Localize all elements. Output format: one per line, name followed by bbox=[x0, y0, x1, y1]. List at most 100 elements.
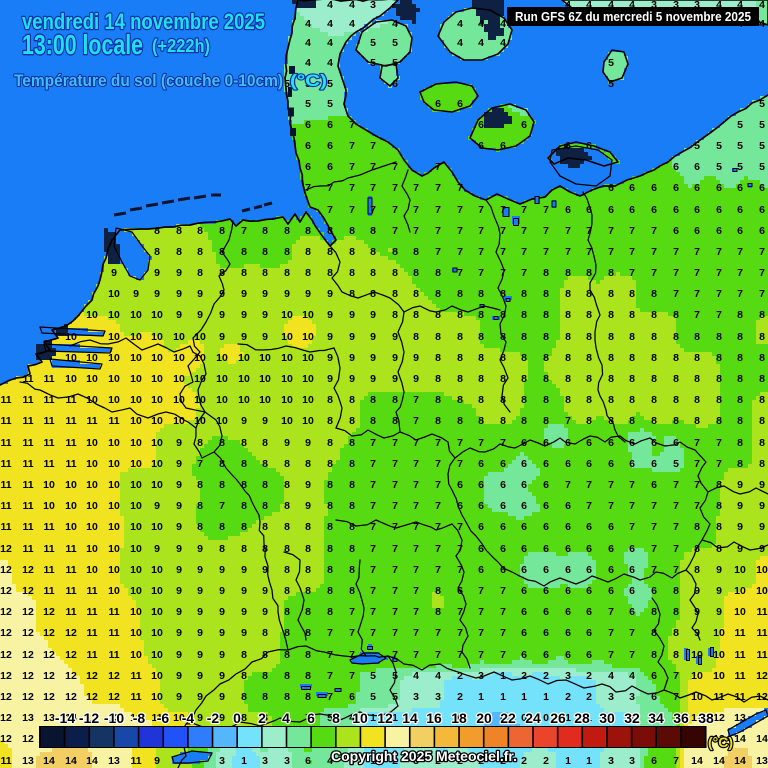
svg-text:2: 2 bbox=[435, 755, 441, 767]
svg-text:12: 12 bbox=[65, 649, 77, 661]
svg-text:2: 2 bbox=[392, 755, 398, 767]
svg-text:6: 6 bbox=[478, 479, 484, 491]
svg-text:3: 3 bbox=[673, 0, 679, 11]
svg-text:8: 8 bbox=[284, 670, 290, 682]
svg-text:10: 10 bbox=[108, 564, 120, 576]
svg-text:10: 10 bbox=[756, 585, 768, 597]
svg-text:7: 7 bbox=[392, 479, 398, 491]
svg-text:6: 6 bbox=[500, 140, 506, 152]
svg-text:6: 6 bbox=[586, 140, 592, 152]
svg-text:4: 4 bbox=[629, 0, 635, 11]
svg-text:13: 13 bbox=[22, 712, 34, 724]
svg-text:7: 7 bbox=[629, 479, 635, 491]
svg-text:8: 8 bbox=[327, 415, 333, 427]
svg-text:5: 5 bbox=[716, 161, 722, 173]
svg-text:5: 5 bbox=[284, 78, 290, 90]
svg-text:4: 4 bbox=[608, 0, 614, 11]
svg-text:7: 7 bbox=[651, 267, 657, 279]
svg-text:9: 9 bbox=[197, 543, 203, 555]
svg-text:8: 8 bbox=[349, 415, 355, 427]
svg-text:12: 12 bbox=[22, 585, 34, 597]
svg-text:7: 7 bbox=[694, 246, 700, 258]
svg-text:8: 8 bbox=[241, 246, 247, 258]
svg-text:8: 8 bbox=[586, 373, 592, 385]
svg-text:6: 6 bbox=[651, 670, 657, 682]
svg-text:7: 7 bbox=[500, 627, 506, 639]
svg-text:7: 7 bbox=[478, 267, 484, 279]
svg-text:13: 13 bbox=[43, 712, 55, 724]
svg-text:6: 6 bbox=[694, 182, 700, 194]
svg-text:9: 9 bbox=[176, 500, 182, 512]
svg-text:6: 6 bbox=[521, 437, 527, 449]
svg-text:1: 1 bbox=[565, 755, 571, 767]
svg-text:12: 12 bbox=[86, 670, 98, 682]
svg-text:7: 7 bbox=[651, 543, 657, 555]
svg-text:8: 8 bbox=[737, 458, 743, 470]
svg-text:5: 5 bbox=[651, 712, 657, 724]
svg-text:7: 7 bbox=[435, 161, 441, 173]
svg-text:8: 8 bbox=[284, 500, 290, 512]
svg-text:7: 7 bbox=[759, 246, 765, 258]
svg-text:-8: -8 bbox=[133, 710, 146, 726]
svg-text:7: 7 bbox=[327, 627, 333, 639]
svg-text:13: 13 bbox=[734, 712, 746, 724]
svg-text:11: 11 bbox=[108, 649, 119, 661]
svg-text:11: 11 bbox=[65, 606, 76, 618]
svg-text:9: 9 bbox=[327, 309, 333, 321]
svg-text:11: 11 bbox=[65, 458, 76, 470]
svg-text:8: 8 bbox=[305, 543, 311, 555]
svg-text:4: 4 bbox=[282, 710, 290, 726]
svg-text:10: 10 bbox=[130, 649, 142, 661]
svg-text:8: 8 bbox=[197, 437, 203, 449]
svg-text:10: 10 bbox=[86, 394, 98, 406]
svg-text:6: 6 bbox=[543, 479, 549, 491]
svg-text:12: 12 bbox=[130, 712, 142, 724]
svg-text:8: 8 bbox=[608, 373, 614, 385]
svg-text:6: 6 bbox=[716, 225, 722, 237]
svg-text:8: 8 bbox=[521, 288, 527, 300]
svg-text:6: 6 bbox=[327, 161, 333, 173]
svg-text:9: 9 bbox=[219, 585, 225, 597]
svg-text:10: 10 bbox=[713, 670, 725, 682]
svg-text:9: 9 bbox=[219, 309, 225, 321]
svg-text:8: 8 bbox=[651, 627, 657, 639]
svg-text:9: 9 bbox=[262, 288, 268, 300]
svg-text:5: 5 bbox=[392, 57, 398, 69]
svg-text:8: 8 bbox=[435, 394, 441, 406]
svg-text:8: 8 bbox=[543, 331, 549, 343]
svg-text:9: 9 bbox=[327, 288, 333, 300]
svg-text:7: 7 bbox=[543, 225, 549, 237]
svg-text:9: 9 bbox=[262, 331, 268, 343]
svg-text:6: 6 bbox=[737, 182, 743, 194]
svg-text:8: 8 bbox=[673, 606, 679, 618]
svg-text:6: 6 bbox=[586, 649, 592, 661]
svg-text:9: 9 bbox=[197, 712, 203, 724]
svg-text:11: 11 bbox=[108, 606, 119, 618]
svg-text:7: 7 bbox=[349, 649, 355, 661]
svg-text:8: 8 bbox=[284, 691, 290, 703]
svg-text:8: 8 bbox=[651, 288, 657, 300]
svg-text:4: 4 bbox=[327, 0, 333, 11]
svg-text:9: 9 bbox=[284, 437, 290, 449]
svg-text:6: 6 bbox=[565, 140, 571, 152]
svg-text:8: 8 bbox=[694, 373, 700, 385]
svg-text:3: 3 bbox=[413, 691, 419, 703]
svg-text:11: 11 bbox=[65, 415, 76, 427]
svg-text:9: 9 bbox=[197, 627, 203, 639]
svg-text:7: 7 bbox=[694, 437, 700, 449]
svg-text:7: 7 bbox=[500, 204, 506, 216]
svg-text:7: 7 bbox=[392, 606, 398, 618]
svg-text:12: 12 bbox=[22, 649, 34, 661]
svg-text:Température du sol (couche 0-1: Température du sol (couche 0-10cm) bbox=[14, 71, 283, 90]
svg-text:10: 10 bbox=[151, 627, 163, 639]
svg-text:3: 3 bbox=[608, 691, 614, 703]
svg-text:11: 11 bbox=[22, 437, 33, 449]
svg-text:3: 3 bbox=[478, 670, 484, 682]
svg-text:8: 8 bbox=[435, 373, 441, 385]
svg-text:6: 6 bbox=[673, 204, 679, 216]
svg-text:8: 8 bbox=[370, 288, 376, 300]
svg-text:7: 7 bbox=[457, 225, 463, 237]
svg-text:10: 10 bbox=[86, 373, 98, 385]
svg-text:10: 10 bbox=[130, 585, 142, 597]
svg-text:6: 6 bbox=[565, 627, 571, 639]
